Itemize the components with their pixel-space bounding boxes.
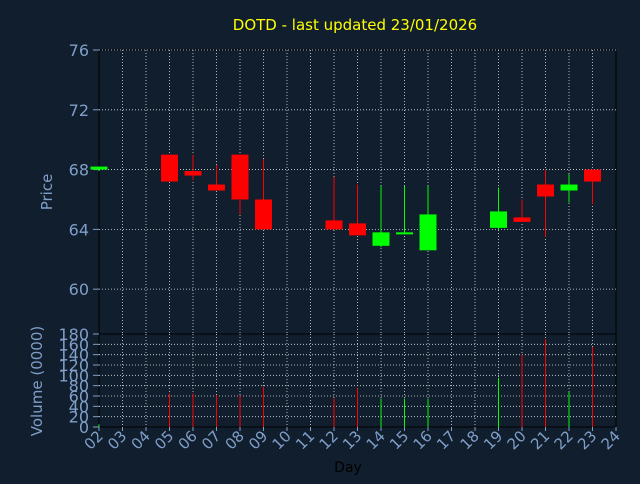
candle-body (490, 211, 507, 228)
candle-body (396, 232, 413, 235)
price-tick-label: 72 (69, 101, 89, 120)
chart-title: DOTD - last updated 23/01/2026 (233, 16, 477, 34)
candle-body (184, 171, 202, 176)
x-tick-labels: 0203040506070809101112131415161718192021… (81, 427, 624, 453)
volume-tick-label: 160 (58, 335, 89, 354)
candle-body (325, 220, 343, 230)
candle-body (584, 169, 601, 182)
candle-body (372, 232, 390, 246)
candle-body (419, 214, 437, 251)
candle-body (513, 217, 531, 222)
candle-body (161, 154, 178, 182)
candle-body (349, 223, 366, 236)
price-tick-label: 64 (69, 220, 89, 239)
candle-body (255, 199, 272, 230)
volume-tick-label: 40 (69, 397, 89, 416)
volume-tick-label: 180 (58, 325, 89, 344)
volume-tick-label: 120 (58, 356, 89, 375)
volume-tick-label: 100 (58, 366, 89, 385)
candle-body (208, 184, 225, 191)
price-panel: 60 64 68 72 76 (69, 41, 617, 335)
price-axis-label: Price (38, 174, 56, 211)
price-tick-label: 60 (69, 280, 89, 299)
volume-tick-label: 140 (58, 346, 89, 365)
volume-tick-label: 60 (69, 387, 89, 406)
candle-body (560, 184, 578, 191)
candle-body (537, 184, 554, 197)
price-tick-label: 76 (69, 41, 89, 60)
candle-body (90, 166, 108, 170)
volume-tick-label: 0 (79, 418, 89, 437)
candle-body (231, 154, 249, 200)
volume-axis-label: Volume (0000) (28, 326, 46, 436)
price-tick-label: 68 (69, 161, 89, 180)
volume-tick-label: 80 (69, 377, 89, 396)
volume-tick-label: 20 (69, 408, 89, 427)
x-axis-label: Day (334, 460, 362, 476)
